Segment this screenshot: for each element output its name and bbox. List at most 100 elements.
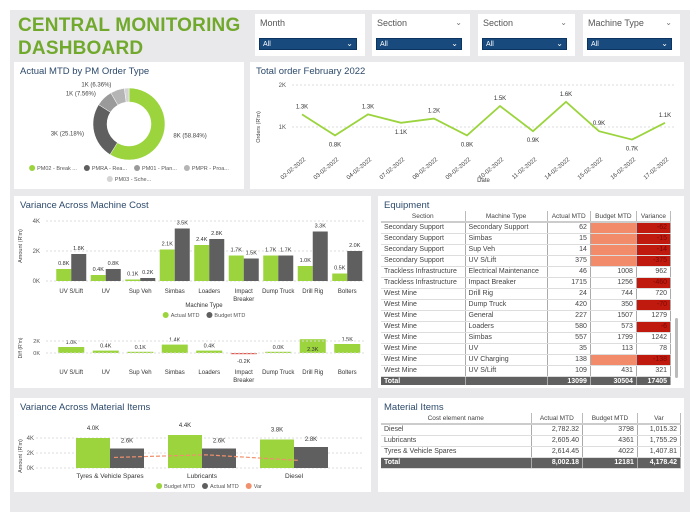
column-header[interactable]: Budget MTD [582, 413, 638, 425]
column-header[interactable]: Section [381, 211, 466, 223]
diff-label: 0.4K [100, 344, 112, 350]
table-cell: 2,782.32 [531, 424, 584, 436]
table-cell: 2,614.45 [531, 446, 584, 458]
table-cell: 720 [636, 288, 671, 300]
table-cell: Secondary Support [381, 233, 466, 245]
bar [228, 255, 244, 281]
table-row: Diesel 2,782.32 3798 1,015.32 [381, 424, 682, 436]
table-cell: -375 [636, 255, 671, 267]
legend-marker [201, 483, 208, 489]
bar [312, 231, 328, 281]
x-tick: Simbas [165, 289, 185, 295]
total-cell: 30504 [590, 376, 637, 385]
table-row: Secondary Support UV S/Lift 375 -375 [381, 255, 671, 267]
table-cell: Trackless Infrastructure [381, 266, 466, 278]
panel-title: Variance Across Machine Cost [20, 200, 149, 211]
column-header[interactable]: Budget MTD [590, 211, 637, 223]
diff-bar [161, 344, 188, 353]
y-tick: 2K [27, 451, 34, 457]
y-tick: 1K [279, 125, 286, 131]
chevron-down-icon[interactable]: ⌄ [560, 18, 567, 27]
material-chart-panel: Variance Across Material Items 0K 2K 4K Amo… [14, 398, 371, 492]
x-tick: Diesel [285, 473, 304, 480]
column-header[interactable]: Actual MTD [547, 211, 591, 223]
table-cell: 109 [547, 365, 591, 377]
bar [243, 258, 259, 281]
bar [194, 245, 210, 281]
x-tick: 07-02-2022 [379, 157, 407, 182]
table-row: Trackless Infrastructure Impact Breaker 17… [381, 277, 671, 289]
bar [174, 228, 190, 281]
table-cell: 573 [590, 321, 637, 333]
data-label: 1.2K [428, 109, 440, 115]
data-label: 2.6K [213, 439, 225, 445]
table-cell: Tyres & Vehicle Spares [381, 446, 532, 458]
x-tick: Drill Rig [302, 289, 323, 295]
diff-label: 1.0K [66, 340, 78, 346]
slicer-machine-type[interactable]: Machine Type ⌄ All ⌄ [583, 14, 680, 56]
slicer-section-2[interactable]: Section ⌄ All ⌄ [478, 14, 575, 56]
table-cell: Impact Breaker [465, 277, 548, 289]
bar [105, 269, 121, 281]
donut-chart: 8K (58.84%) 3K (25.18%) 1K (7.56%) 1K (6.36… [29, 82, 229, 183]
table-cell: -138 [636, 354, 671, 366]
total-cell: 12181 [582, 457, 638, 469]
x-tick: Loaders [198, 289, 220, 295]
column-header[interactable]: Cost element name [381, 413, 532, 425]
scrollbar[interactable] [675, 318, 678, 378]
bar [209, 239, 225, 281]
diff-label: 0.1K [135, 345, 147, 351]
x-tick: Sup Veh [129, 289, 152, 295]
legend-label: Var [254, 484, 262, 490]
table-cell: Drill Rig [465, 288, 548, 300]
data-label: 1.0K [300, 258, 312, 264]
slicer-month[interactable]: Month All ⌄ [255, 14, 365, 56]
var-line [113, 454, 299, 461]
table-cell: West Mine [381, 288, 466, 300]
y-tick: 0K [27, 466, 34, 472]
data-label: 2.1K [162, 242, 174, 248]
table-cell: -15 [636, 233, 671, 245]
table-total-row: Total 8,002.18 12181 4,178.42 [381, 457, 682, 469]
legend-marker [183, 165, 190, 171]
data-label: 2.8K [305, 437, 317, 443]
bar [202, 448, 236, 468]
legend-label: PMPR - Proa... [192, 166, 229, 172]
slicer-value: All [591, 41, 599, 48]
chevron-down-icon: ⌄ [346, 39, 353, 48]
slicer-dropdown[interactable]: All ⌄ [376, 38, 462, 50]
slicer-dropdown[interactable]: All ⌄ [587, 38, 672, 50]
table-cell: 35 [547, 343, 591, 355]
table-header: Cost element name Actual MTD Budget MTD Var [381, 413, 682, 425]
table-cell: Lubricants [381, 435, 532, 447]
x-tick: 16-02-2022 [610, 157, 638, 182]
table-row: West Mine UV S/Lift 109 431 321 [381, 365, 671, 377]
x-tick: 17-02-2022 [643, 157, 671, 182]
column-header[interactable]: Actual MTD [531, 413, 584, 425]
donut-panel: Actual MTD by PM Order Type 8K (58.84%) 3… [14, 62, 244, 189]
slicer-section-1[interactable]: Section ⌄ All ⌄ [372, 14, 470, 56]
legend-label: Actual MTD [210, 484, 239, 490]
slice-label: 1K (7.56%) [66, 92, 96, 98]
slicer-dropdown[interactable]: All ⌄ [259, 38, 357, 50]
chevron-down-icon[interactable]: ⌄ [665, 18, 672, 27]
table-cell: 1256 [590, 277, 637, 289]
data-label: 0.5K [334, 266, 346, 272]
table-cell [590, 233, 637, 245]
table-cell: 78 [636, 343, 671, 355]
panel-title: Material Items [384, 402, 444, 413]
table-total-row: Total 13099 30504 17405 [381, 376, 671, 385]
table-row: West Mine Drill Rig 24 744 720 [381, 288, 671, 300]
x-tick: 03-02-2022 [313, 157, 341, 182]
legend-marker [156, 483, 163, 489]
chevron-down-icon[interactable]: ⌄ [455, 18, 462, 27]
slicer-dropdown[interactable]: All ⌄ [482, 38, 567, 50]
chevron-down-icon: ⌄ [661, 39, 668, 48]
table-cell: 46 [547, 266, 591, 278]
y-tick: 2K [279, 83, 286, 89]
column-header[interactable]: Var [637, 413, 682, 425]
table-row: West Mine UV Charging 138 -138 [381, 354, 671, 366]
table-cell: 14 [547, 244, 591, 256]
column-header[interactable]: Machine Type [465, 211, 548, 223]
column-header[interactable]: Variance [636, 211, 671, 223]
